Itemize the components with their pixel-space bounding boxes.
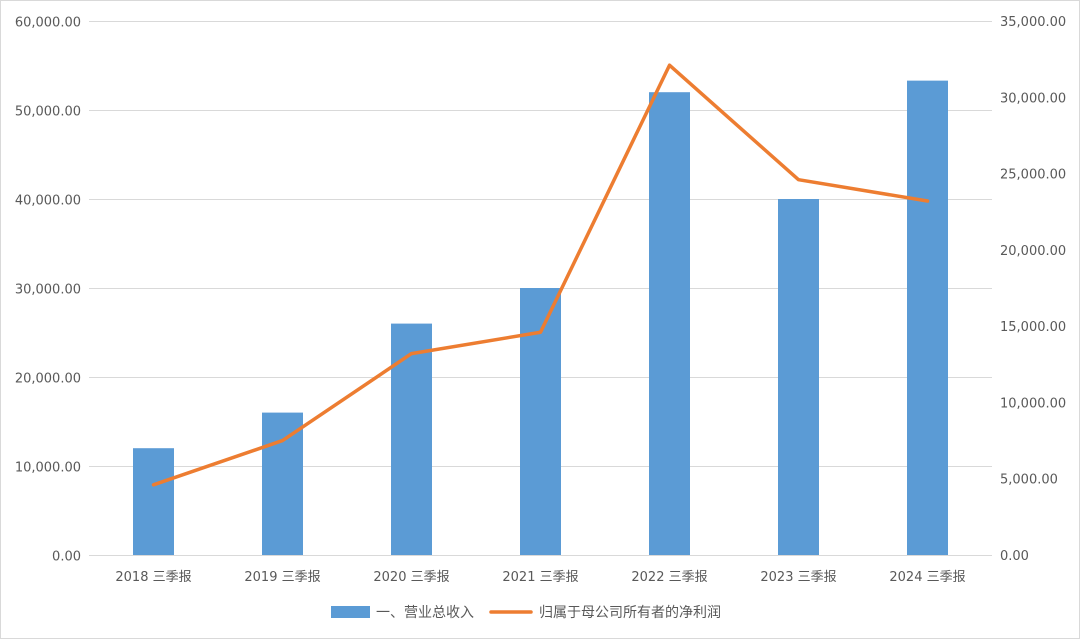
line-series-net-profit [151, 63, 930, 487]
right-tick-label: 0.00 [1000, 549, 1029, 564]
bar [649, 92, 690, 555]
x-axis: 2018 三季报 2019 三季报 2020 三季报 2021 三季报 2022 三季报… [115, 570, 965, 585]
right-tick-label: 15,000.00 [1000, 320, 1066, 335]
legend-label-net-profit: 归属于母公司所有者的净利润 [539, 604, 721, 621]
x-tick-label: 2022 三季报 [631, 570, 707, 585]
right-tick-label: 30,000.00 [1000, 91, 1066, 106]
legend: 一、营业总收入 归属于母公司所有者的净利润 [331, 604, 721, 621]
left-tick-label: 10,000.00 [15, 461, 81, 476]
bar [262, 412, 303, 555]
x-tick-label: 2018 三季报 [115, 570, 191, 585]
left-tick-label: 50,000.00 [15, 105, 81, 120]
right-tick-label: 25,000.00 [1000, 168, 1066, 183]
left-tick-label: 40,000.00 [15, 194, 81, 209]
right-tick-label: 20,000.00 [1000, 244, 1066, 259]
bar-series-revenue [133, 80, 948, 555]
x-tick-label: 2023 三季报 [760, 570, 836, 585]
legend-label-revenue: 一、营业总收入 [376, 605, 474, 621]
x-tick-label: 2019 三季报 [244, 570, 320, 585]
x-tick-label: 2021 三季报 [502, 570, 578, 585]
left-y-axis: 0.00 10,000.00 20,000.00 30,000.00 40,000.00… [15, 16, 81, 565]
right-y-axis: 0.00 5,000.00 10,000.00 15,000.00 20,000.00 2… [1000, 15, 1066, 564]
right-tick-label: 10,000.00 [1000, 396, 1066, 411]
legend-swatch-revenue [331, 606, 370, 618]
bar [520, 288, 561, 555]
left-tick-label: 0.00 [52, 550, 81, 565]
right-tick-label: 5,000.00 [1000, 473, 1058, 488]
x-tick-label: 2020 三季报 [373, 570, 449, 585]
bar [907, 80, 948, 555]
x-tick-label: 2024 三季报 [889, 570, 965, 585]
left-tick-label: 60,000.00 [15, 16, 81, 31]
left-tick-label: 30,000.00 [15, 283, 81, 298]
left-tick-label: 20,000.00 [15, 372, 81, 387]
bar [391, 323, 432, 555]
right-tick-label: 35,000.00 [1000, 15, 1066, 30]
bar [778, 199, 819, 555]
bar [133, 448, 174, 555]
